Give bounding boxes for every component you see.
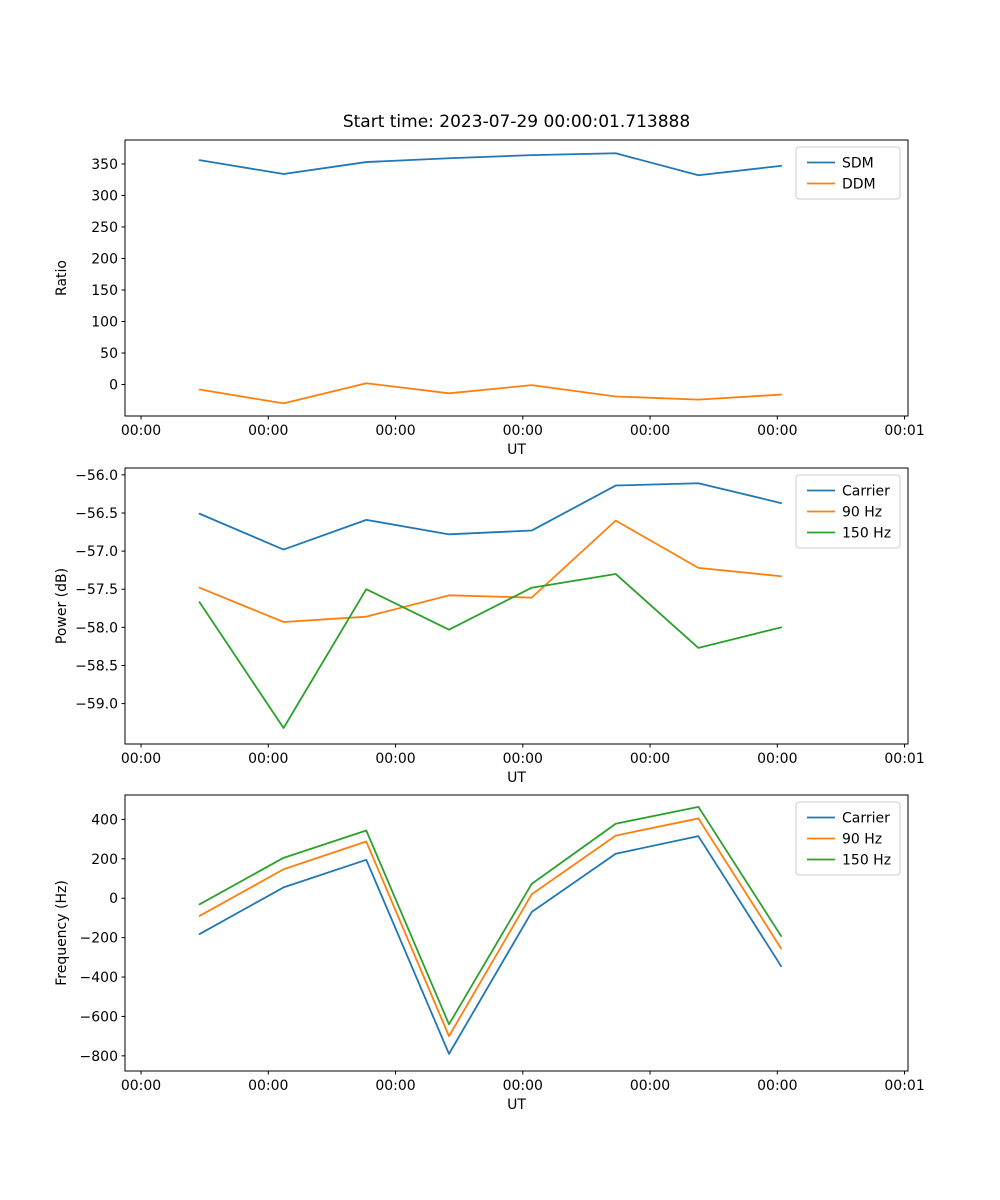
y-tick-label: −800 xyxy=(80,1049,118,1065)
y-tick-label: −58.5 xyxy=(75,658,118,674)
axes-frame xyxy=(124,467,909,745)
y-axis-label: Ratio xyxy=(54,260,70,296)
legend-label: Carrier xyxy=(842,811,890,827)
y-tick-label: −57.0 xyxy=(75,544,118,560)
y-tick-label: −600 xyxy=(80,1009,118,1025)
150-hz-line xyxy=(198,805,783,1026)
series xyxy=(198,482,783,729)
90-hz-line xyxy=(198,817,783,1038)
legend-label: SDM xyxy=(842,156,874,172)
y-tick-label: 50 xyxy=(100,346,118,362)
y-axis: 0 50 100 150 200 250 300 350 Ratio xyxy=(54,157,125,393)
legend-label: 90 Hz xyxy=(842,505,882,521)
axes-frame xyxy=(124,139,909,417)
legend-label: Carrier xyxy=(842,484,890,500)
x-tick-label: 00:00 xyxy=(757,751,797,767)
x-tick-label: 00:00 xyxy=(503,751,543,767)
y-tick-label: 200 xyxy=(91,852,118,868)
legend-box xyxy=(795,146,901,200)
carrier-line xyxy=(198,835,783,1055)
y-tick-label: 0 xyxy=(109,891,118,907)
y-tick-label: −59.0 xyxy=(75,697,118,713)
y-axis: −800 −600 −400 −200 0 200 400 Frequency (Hz) xyxy=(54,812,125,1065)
x-tick-label: 00:00 xyxy=(121,423,161,439)
y-tick-label: −56.0 xyxy=(75,468,118,484)
x-axis-label: UT xyxy=(507,442,526,458)
x-tick-label: 00:00 xyxy=(630,423,670,439)
y-axis-label: Frequency (Hz) xyxy=(54,880,70,986)
x-tick-label: 00:00 xyxy=(503,423,543,439)
y-tick-label: 0 xyxy=(109,377,118,393)
figure-title: Start time: 2023-07-29 00:00:01.713888 xyxy=(342,112,691,132)
x-tick-label: 00:00 xyxy=(757,1078,797,1094)
y-tick-label: −56.5 xyxy=(75,506,118,522)
x-tick-label: 00:00 xyxy=(248,751,288,767)
y-tick-label: 300 xyxy=(91,188,118,204)
x-tick-label: 00:00 xyxy=(121,1078,161,1094)
legend: Carrier 90 Hz 150 Hz xyxy=(795,474,901,549)
legend-box xyxy=(795,474,901,549)
y-tick-label: −200 xyxy=(80,931,118,947)
legend: SDM DDM xyxy=(795,146,901,200)
x-tick-label: 00:00 xyxy=(248,423,288,439)
y-tick-label: 250 xyxy=(91,220,118,236)
y-tick-label: −400 xyxy=(80,970,118,986)
90-hz-line xyxy=(198,519,783,623)
y-tick-label: −57.5 xyxy=(75,582,118,598)
x-axis-label: UT xyxy=(507,1097,526,1113)
legend-label: 150 Hz xyxy=(842,853,891,869)
x-axis: 00:00 00:00 00:00 00:00 00:00 00:00 00:01 UT xyxy=(121,1071,925,1113)
x-tick-label: 00:00 xyxy=(375,751,415,767)
carrier-line xyxy=(198,482,783,551)
axes-frame xyxy=(124,794,909,1072)
y-axis-label: Power (dB) xyxy=(54,568,70,644)
x-tick-label: 00:01 xyxy=(884,423,924,439)
legend-label: 90 Hz xyxy=(842,832,882,848)
y-tick-label: 400 xyxy=(91,812,118,828)
y-tick-label: −58.0 xyxy=(75,620,118,636)
power-plot: 00:00 00:00 00:00 00:00 00:00 00:00 00:01 UT −59… xyxy=(54,467,925,786)
sdm-line xyxy=(198,152,783,177)
x-tick-label: 00:01 xyxy=(884,751,924,767)
y-tick-label: 100 xyxy=(91,314,118,330)
x-tick-label: 00:01 xyxy=(884,1078,924,1094)
x-tick-label: 00:00 xyxy=(630,751,670,767)
y-tick-label: 200 xyxy=(91,251,118,267)
ratio-plot: 00:00 00:00 00:00 00:00 00:00 00:00 00:01 UT 0 50… xyxy=(54,139,925,458)
y-tick-label: 150 xyxy=(91,283,118,299)
legend-label: 150 Hz xyxy=(842,526,891,542)
y-tick-label: 350 xyxy=(91,157,118,173)
150-hz-line xyxy=(198,573,783,729)
series xyxy=(198,805,783,1055)
x-tick-label: 00:00 xyxy=(630,1078,670,1094)
legend-box xyxy=(795,801,901,876)
legend-label: DDM xyxy=(842,177,876,193)
x-tick-label: 00:00 xyxy=(503,1078,543,1094)
y-axis: −59.0 −58.5 −58.0 −57.5 −57.0 −56.5 −56.0 Power… xyxy=(54,468,125,713)
series xyxy=(198,152,783,405)
legend: Carrier 90 Hz 150 Hz xyxy=(795,801,901,876)
x-tick-label: 00:00 xyxy=(375,1078,415,1094)
x-axis: 00:00 00:00 00:00 00:00 00:00 00:00 00:01 UT xyxy=(121,416,925,458)
ddm-line xyxy=(198,382,783,405)
x-tick-label: 00:00 xyxy=(121,751,161,767)
x-axis-label: UT xyxy=(507,770,526,786)
x-axis: 00:00 00:00 00:00 00:00 00:00 00:00 00:01 UT xyxy=(121,744,925,786)
x-tick-label: 00:00 xyxy=(757,423,797,439)
frequency-plot: 00:00 00:00 00:00 00:00 00:00 00:00 00:01 UT −80… xyxy=(54,794,925,1113)
x-tick-label: 00:00 xyxy=(375,423,415,439)
x-tick-label: 00:00 xyxy=(248,1078,288,1094)
